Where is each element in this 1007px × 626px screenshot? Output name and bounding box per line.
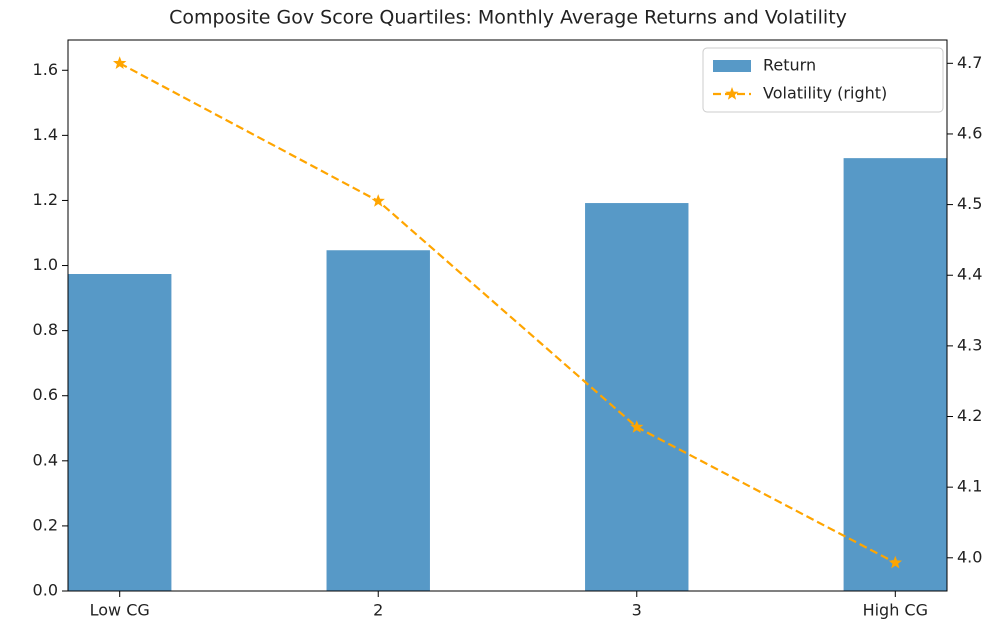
legend-marker [725,87,739,100]
legend-label: Return [763,56,816,75]
y2-tick-label: 4.3 [957,335,982,354]
y-tick-label: 0.2 [33,515,58,534]
y2-tick-label: 4.0 [957,547,982,566]
x-tick-label: 3 [632,601,642,620]
chart-title: Composite Gov Score Quartiles: Monthly A… [169,7,847,29]
y-tick-label: 0.8 [33,320,58,339]
y-tick-label: 1.2 [33,190,58,209]
y-tick-label: 0.6 [33,385,58,404]
y2-tick-label: 4.6 [957,123,982,142]
y2-tick-label: 4.4 [957,265,982,284]
bar [326,250,430,591]
y2-tick-label: 4.1 [957,477,982,496]
y-tick-label: 1.0 [33,255,58,274]
legend-swatch [713,60,751,72]
y-tick-label: 0.0 [33,581,58,600]
marker [888,555,902,569]
x-tick-label: 2 [373,601,383,620]
y-tick-label: 1.6 [33,60,58,79]
y2-tick-label: 4.5 [957,194,982,213]
marker [371,194,385,207]
marker [113,56,127,69]
y2-tick-label: 4.7 [957,53,982,72]
bar [843,158,947,591]
x-tick-label: Low CG [90,601,150,620]
y-tick-label: 0.4 [33,450,58,469]
bar [68,274,172,591]
y-tick-label: 1.4 [33,125,58,144]
y2-tick-label: 4.2 [957,406,982,425]
plot-frame [67,39,948,592]
x-tick-label: High CG [863,601,928,620]
legend-label: Volatility (right) [763,84,887,103]
line [119,62,896,564]
bar [585,203,689,592]
legend-box [702,47,944,113]
marker [630,420,644,433]
